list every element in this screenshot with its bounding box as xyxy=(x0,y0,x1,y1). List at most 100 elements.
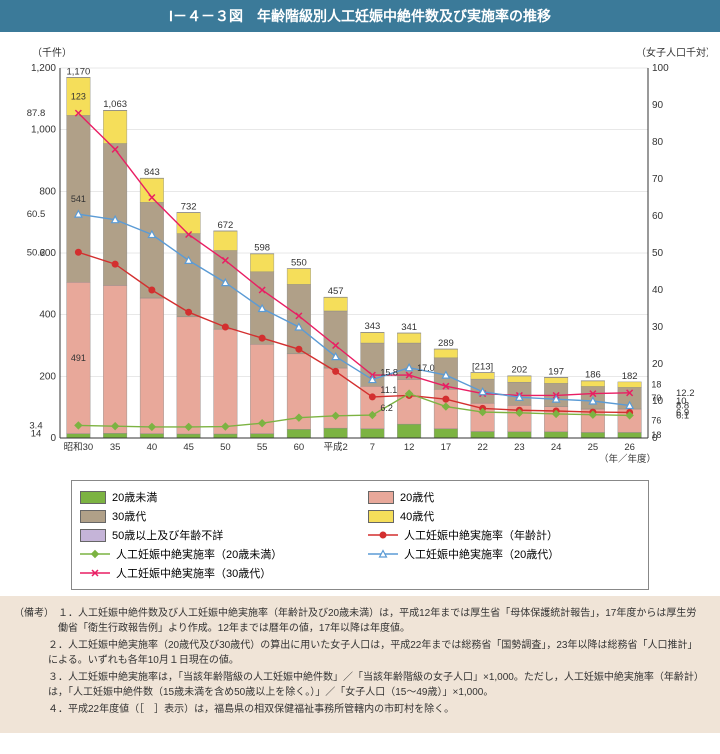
svg-text:80: 80 xyxy=(652,137,664,148)
svg-text:26: 26 xyxy=(624,442,635,453)
legend-box: 20歳未満 20歳代 30歳代 40歳代 50歳以上及び年齢不詳 人工妊娠中絶実施率（年齢… xyxy=(71,480,649,590)
svg-text:400: 400 xyxy=(39,310,56,321)
svg-text:186: 186 xyxy=(585,370,601,381)
legend-item: 人工妊娠中絶実施率（年齢計） xyxy=(368,527,640,543)
svg-text:1,170: 1,170 xyxy=(66,66,90,77)
svg-text:（年／年度）: （年／年度） xyxy=(599,453,656,465)
svg-text:200: 200 xyxy=(39,371,56,382)
svg-text:1,000: 1,000 xyxy=(31,125,56,136)
legend-label: 人工妊娠中絶実施率（年齢計） xyxy=(404,527,558,543)
footnote-row: ４．平成22年度値（［ ］表示）は，福島県の相双保健福祉事務所管轄内の市町村を除… xyxy=(14,702,706,717)
svg-text:202: 202 xyxy=(511,365,527,376)
svg-text:[213]: [213] xyxy=(472,361,493,372)
svg-text:24: 24 xyxy=(551,442,562,453)
svg-text:0: 0 xyxy=(50,433,56,444)
legend-item: 20歳代 xyxy=(368,489,640,505)
legend-item: 人工妊娠中絶実施率（20歳代） xyxy=(368,546,640,562)
legend-label: 30歳代 xyxy=(112,508,146,524)
footnote-label xyxy=(14,702,44,717)
svg-text:60.5: 60.5 xyxy=(27,209,46,220)
legend-line-swatch xyxy=(80,548,110,560)
legend-label: 人工妊娠中絶実施率（30歳代） xyxy=(116,565,271,581)
svg-text:55: 55 xyxy=(257,442,268,453)
svg-text:40: 40 xyxy=(652,285,664,296)
chart-area: 02004006008001,0001,20001020304050607080… xyxy=(0,32,720,474)
legend-item: 人工妊娠中絶実施率（30歳代） xyxy=(80,565,352,581)
svg-text:100: 100 xyxy=(652,63,669,74)
svg-text:50.2: 50.2 xyxy=(27,247,46,258)
legend-item: 人工妊娠中絶実施率（20歳未満） xyxy=(80,546,352,562)
figure-container: Ⅰ－４－３図 年齢階級別人工妊娠中絶件数及び実施率の推移 02004006008… xyxy=(0,0,720,733)
legend-line-swatch xyxy=(368,548,398,560)
svg-text:197: 197 xyxy=(548,366,564,377)
svg-text:90: 90 xyxy=(652,100,664,111)
legend-swatch xyxy=(368,491,394,504)
svg-text:11.1: 11.1 xyxy=(380,385,397,395)
svg-text:541: 541 xyxy=(71,194,86,204)
svg-text:341: 341 xyxy=(401,322,417,333)
legend-swatch xyxy=(80,491,106,504)
legend-label: 40歳代 xyxy=(400,508,434,524)
svg-text:18: 18 xyxy=(651,430,661,440)
svg-text:17.0: 17.0 xyxy=(417,363,435,373)
chart-svg: 02004006008001,0001,20001020304050607080… xyxy=(12,40,708,470)
svg-text:60: 60 xyxy=(294,442,305,453)
svg-text:70: 70 xyxy=(652,174,664,185)
footnote-text: １．人工妊娠中絶件数及び人工妊娠中絶実施率（年齢計及び20歳未満）は，平成12年… xyxy=(58,606,706,636)
svg-text:76: 76 xyxy=(651,416,661,426)
svg-text:732: 732 xyxy=(181,201,197,212)
svg-text:87.8: 87.8 xyxy=(27,108,46,119)
svg-text:昭和30: 昭和30 xyxy=(64,442,94,453)
svg-text:45: 45 xyxy=(183,442,194,453)
svg-text:598: 598 xyxy=(254,243,270,254)
footnote-label: （備考） xyxy=(14,606,54,636)
svg-text:7: 7 xyxy=(370,442,375,453)
legend-line-swatch xyxy=(368,529,398,541)
legend-label: 人工妊娠中絶実施率（20歳未満） xyxy=(116,546,282,562)
svg-text:40: 40 xyxy=(147,442,158,453)
svg-text:343: 343 xyxy=(364,321,380,332)
svg-text:25: 25 xyxy=(588,442,599,453)
svg-text:1,063: 1,063 xyxy=(103,99,127,110)
legend-swatch xyxy=(80,510,106,523)
footnote-text: ３．人工妊娠中絶実施率は，「当該年齢階級の人工妊娠中絶件数」／「当該年齢階級の女… xyxy=(48,670,706,700)
svg-text:800: 800 xyxy=(39,186,56,197)
svg-text:15.8: 15.8 xyxy=(380,368,398,378)
svg-text:289: 289 xyxy=(438,338,454,349)
svg-text:10: 10 xyxy=(676,396,687,407)
svg-text:1,200: 1,200 xyxy=(31,63,56,74)
svg-text:23: 23 xyxy=(514,442,525,453)
legend-label: 人工妊娠中絶実施率（20歳代） xyxy=(404,546,559,562)
svg-text:20: 20 xyxy=(652,359,664,370)
chart-title: Ⅰ－４－３図 年齢階級別人工妊娠中絶件数及び実施率の推移 xyxy=(0,0,720,32)
svg-text:（女子人口千対）: （女子人口千対） xyxy=(636,46,708,59)
legend-item: 20歳未満 xyxy=(80,489,352,505)
legend-label: 20歳代 xyxy=(400,489,434,505)
legend-item: 30歳代 xyxy=(80,508,352,524)
svg-text:491: 491 xyxy=(71,353,86,363)
svg-text:18: 18 xyxy=(651,380,661,390)
svg-text:（千件）: （千件） xyxy=(32,47,72,59)
footnote-text: ２．人工妊娠中絶実施率（20歳代及び30歳代）の算出に用いた女子人口は，平成22… xyxy=(48,638,706,668)
footnote-row: （備考）１．人工妊娠中絶件数及び人工妊娠中絶実施率（年齢計及び20歳未満）は，平… xyxy=(14,606,706,636)
svg-text:60: 60 xyxy=(652,211,664,222)
svg-text:6.2: 6.2 xyxy=(380,403,393,413)
footnote-row: ２．人工妊娠中絶実施率（20歳代及び30歳代）の算出に用いた女子人口は，平成22… xyxy=(14,638,706,668)
legend-item: 50歳以上及び年齢不詳 xyxy=(80,527,352,543)
legend-label: 50歳以上及び年齢不詳 xyxy=(112,527,223,543)
svg-text:50: 50 xyxy=(220,442,231,453)
svg-text:182: 182 xyxy=(622,371,638,382)
svg-text:672: 672 xyxy=(217,220,233,231)
footnote-label xyxy=(14,670,44,700)
legend-swatch xyxy=(80,529,106,542)
svg-text:30: 30 xyxy=(652,322,664,333)
svg-text:平成2: 平成2 xyxy=(323,441,347,453)
footnote-row: ３．人工妊娠中絶実施率は，「当該年齢階級の人工妊娠中絶件数」／「当該年齢階級の女… xyxy=(14,670,706,700)
svg-text:12: 12 xyxy=(404,442,415,453)
svg-text:35: 35 xyxy=(110,442,121,453)
legend-label: 20歳未満 xyxy=(112,489,157,505)
svg-text:70: 70 xyxy=(651,393,661,403)
svg-text:843: 843 xyxy=(144,167,160,178)
svg-text:22: 22 xyxy=(477,442,488,453)
svg-text:550: 550 xyxy=(291,257,307,268)
